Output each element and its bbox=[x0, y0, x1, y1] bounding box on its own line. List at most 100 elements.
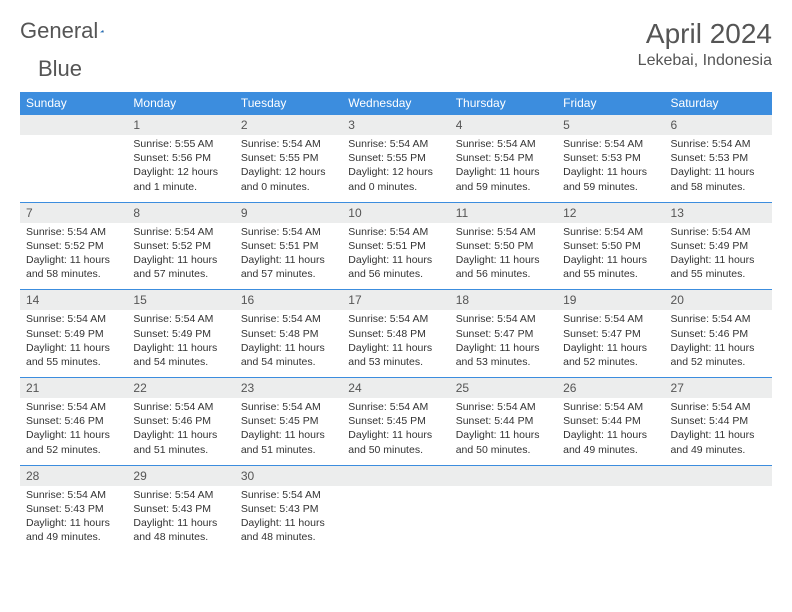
sunrise-text: Sunrise: 5:54 AM bbox=[26, 225, 121, 239]
day-number: 2 bbox=[235, 115, 342, 135]
sunset-text: Sunset: 5:48 PM bbox=[241, 327, 336, 341]
brand-word1: General bbox=[20, 18, 98, 44]
day-details: Sunrise: 5:54 AMSunset: 5:55 PMDaylight:… bbox=[235, 135, 342, 202]
sunrise-text: Sunrise: 5:54 AM bbox=[456, 312, 551, 326]
dayhead-tue: Tuesday bbox=[235, 92, 342, 115]
day-cell: 30Sunrise: 5:54 AMSunset: 5:43 PMDayligh… bbox=[235, 465, 342, 552]
daylight-text: Daylight: 11 hours and 56 minutes. bbox=[456, 253, 551, 281]
day-details bbox=[557, 486, 664, 548]
day-details: Sunrise: 5:54 AMSunset: 5:53 PMDaylight:… bbox=[557, 135, 664, 202]
sunset-text: Sunset: 5:56 PM bbox=[133, 151, 228, 165]
sunset-text: Sunset: 5:46 PM bbox=[133, 414, 228, 428]
day-details: Sunrise: 5:54 AMSunset: 5:45 PMDaylight:… bbox=[342, 398, 449, 465]
day-cell: 29Sunrise: 5:54 AMSunset: 5:43 PMDayligh… bbox=[127, 465, 234, 552]
day-cell bbox=[342, 465, 449, 552]
day-details: Sunrise: 5:55 AMSunset: 5:56 PMDaylight:… bbox=[127, 135, 234, 202]
day-number: 25 bbox=[450, 378, 557, 398]
month-title: April 2024 bbox=[638, 18, 772, 50]
sunset-text: Sunset: 5:53 PM bbox=[671, 151, 766, 165]
daylight-text: Daylight: 11 hours and 49 minutes. bbox=[563, 428, 658, 456]
day-number: 6 bbox=[665, 115, 772, 135]
sunrise-text: Sunrise: 5:54 AM bbox=[563, 225, 658, 239]
sunset-text: Sunset: 5:44 PM bbox=[563, 414, 658, 428]
sunset-text: Sunset: 5:50 PM bbox=[563, 239, 658, 253]
day-details: Sunrise: 5:54 AMSunset: 5:45 PMDaylight:… bbox=[235, 398, 342, 465]
sunset-text: Sunset: 5:44 PM bbox=[456, 414, 551, 428]
week-row: 28Sunrise: 5:54 AMSunset: 5:43 PMDayligh… bbox=[20, 465, 772, 552]
day-cell: 27Sunrise: 5:54 AMSunset: 5:44 PMDayligh… bbox=[665, 378, 772, 466]
sunrise-text: Sunrise: 5:54 AM bbox=[563, 312, 658, 326]
day-details: Sunrise: 5:54 AMSunset: 5:54 PMDaylight:… bbox=[450, 135, 557, 202]
day-cell: 9Sunrise: 5:54 AMSunset: 5:51 PMDaylight… bbox=[235, 202, 342, 290]
daylight-text: Daylight: 11 hours and 48 minutes. bbox=[133, 516, 228, 544]
dayhead-sun: Sunday bbox=[20, 92, 127, 115]
sunset-text: Sunset: 5:49 PM bbox=[133, 327, 228, 341]
day-details: Sunrise: 5:54 AMSunset: 5:48 PMDaylight:… bbox=[342, 310, 449, 377]
day-number: 14 bbox=[20, 290, 127, 310]
sunset-text: Sunset: 5:46 PM bbox=[671, 327, 766, 341]
day-number: 1 bbox=[127, 115, 234, 135]
day-number: 13 bbox=[665, 203, 772, 223]
day-cell: 5Sunrise: 5:54 AMSunset: 5:53 PMDaylight… bbox=[557, 115, 664, 203]
day-cell bbox=[665, 465, 772, 552]
day-cell: 11Sunrise: 5:54 AMSunset: 5:50 PMDayligh… bbox=[450, 202, 557, 290]
day-cell: 6Sunrise: 5:54 AMSunset: 5:53 PMDaylight… bbox=[665, 115, 772, 203]
day-details bbox=[665, 486, 772, 548]
daylight-text: Daylight: 11 hours and 53 minutes. bbox=[348, 341, 443, 369]
day-cell: 16Sunrise: 5:54 AMSunset: 5:48 PMDayligh… bbox=[235, 290, 342, 378]
day-number bbox=[665, 466, 772, 486]
daylight-text: Daylight: 12 hours and 1 minute. bbox=[133, 165, 228, 193]
sunset-text: Sunset: 5:49 PM bbox=[26, 327, 121, 341]
sunrise-text: Sunrise: 5:54 AM bbox=[241, 312, 336, 326]
daylight-text: Daylight: 11 hours and 48 minutes. bbox=[241, 516, 336, 544]
daylight-text: Daylight: 11 hours and 51 minutes. bbox=[241, 428, 336, 456]
day-number: 4 bbox=[450, 115, 557, 135]
dayhead-wed: Wednesday bbox=[342, 92, 449, 115]
day-number: 5 bbox=[557, 115, 664, 135]
dayhead-thu: Thursday bbox=[450, 92, 557, 115]
sunrise-text: Sunrise: 5:54 AM bbox=[26, 400, 121, 414]
daylight-text: Daylight: 11 hours and 54 minutes. bbox=[133, 341, 228, 369]
day-number bbox=[450, 466, 557, 486]
day-details: Sunrise: 5:54 AMSunset: 5:46 PMDaylight:… bbox=[20, 398, 127, 465]
day-details bbox=[342, 486, 449, 548]
day-number: 26 bbox=[557, 378, 664, 398]
daylight-text: Daylight: 11 hours and 52 minutes. bbox=[26, 428, 121, 456]
day-details: Sunrise: 5:54 AMSunset: 5:46 PMDaylight:… bbox=[665, 310, 772, 377]
day-details: Sunrise: 5:54 AMSunset: 5:50 PMDaylight:… bbox=[557, 223, 664, 290]
day-details: Sunrise: 5:54 AMSunset: 5:49 PMDaylight:… bbox=[20, 310, 127, 377]
day-cell: 22Sunrise: 5:54 AMSunset: 5:46 PMDayligh… bbox=[127, 378, 234, 466]
day-details: Sunrise: 5:54 AMSunset: 5:44 PMDaylight:… bbox=[557, 398, 664, 465]
day-number: 19 bbox=[557, 290, 664, 310]
daylight-text: Daylight: 11 hours and 59 minutes. bbox=[456, 165, 551, 193]
sunrise-text: Sunrise: 5:54 AM bbox=[241, 225, 336, 239]
sunrise-text: Sunrise: 5:54 AM bbox=[671, 312, 766, 326]
daylight-text: Daylight: 11 hours and 50 minutes. bbox=[348, 428, 443, 456]
day-cell bbox=[557, 465, 664, 552]
sunrise-text: Sunrise: 5:54 AM bbox=[26, 488, 121, 502]
day-details: Sunrise: 5:54 AMSunset: 5:49 PMDaylight:… bbox=[665, 223, 772, 290]
sunset-text: Sunset: 5:47 PM bbox=[456, 327, 551, 341]
day-details: Sunrise: 5:54 AMSunset: 5:43 PMDaylight:… bbox=[127, 486, 234, 553]
day-cell: 28Sunrise: 5:54 AMSunset: 5:43 PMDayligh… bbox=[20, 465, 127, 552]
day-details: Sunrise: 5:54 AMSunset: 5:52 PMDaylight:… bbox=[20, 223, 127, 290]
daylight-text: Daylight: 11 hours and 52 minutes. bbox=[671, 341, 766, 369]
day-details: Sunrise: 5:54 AMSunset: 5:47 PMDaylight:… bbox=[450, 310, 557, 377]
sunrise-text: Sunrise: 5:54 AM bbox=[133, 488, 228, 502]
dayhead-fri: Friday bbox=[557, 92, 664, 115]
day-cell: 3Sunrise: 5:54 AMSunset: 5:55 PMDaylight… bbox=[342, 115, 449, 203]
day-details: Sunrise: 5:54 AMSunset: 5:51 PMDaylight:… bbox=[235, 223, 342, 290]
day-number: 30 bbox=[235, 466, 342, 486]
day-cell: 2Sunrise: 5:54 AMSunset: 5:55 PMDaylight… bbox=[235, 115, 342, 203]
sunrise-text: Sunrise: 5:54 AM bbox=[563, 137, 658, 151]
day-number: 23 bbox=[235, 378, 342, 398]
sunset-text: Sunset: 5:51 PM bbox=[348, 239, 443, 253]
day-number: 17 bbox=[342, 290, 449, 310]
logo-triangle-icon bbox=[100, 23, 104, 39]
sunrise-text: Sunrise: 5:54 AM bbox=[26, 312, 121, 326]
calendar-body: 1Sunrise: 5:55 AMSunset: 5:56 PMDaylight… bbox=[20, 115, 772, 553]
week-row: 7Sunrise: 5:54 AMSunset: 5:52 PMDaylight… bbox=[20, 202, 772, 290]
day-cell: 4Sunrise: 5:54 AMSunset: 5:54 PMDaylight… bbox=[450, 115, 557, 203]
dayhead-sat: Saturday bbox=[665, 92, 772, 115]
sunrise-text: Sunrise: 5:54 AM bbox=[456, 225, 551, 239]
